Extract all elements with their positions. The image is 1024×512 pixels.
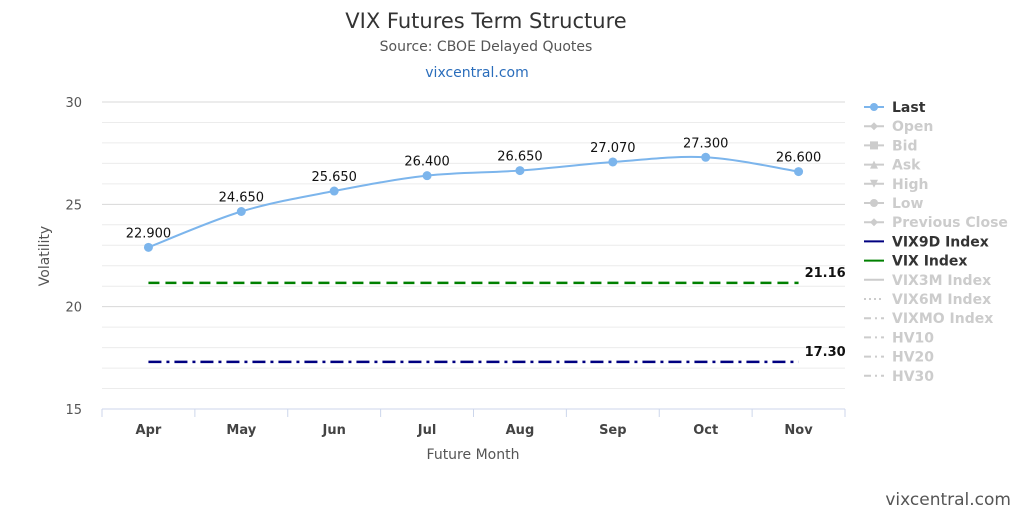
legend-item-hv20[interactable]: HV20 <box>864 350 934 366</box>
y-axis-title: Volatility <box>37 226 53 286</box>
legend-item-high[interactable]: High <box>864 177 929 193</box>
legend-label: VIX Index <box>892 254 967 270</box>
last-series-line <box>148 155 799 249</box>
legend-label: Bid <box>892 138 918 154</box>
y-tick-label: 30 <box>65 96 82 111</box>
legend-label: VIXMO Index <box>892 311 993 327</box>
vix-index-line-value-label: 21.16 <box>805 266 846 281</box>
y-tick-label: 25 <box>65 198 82 213</box>
credits[interactable]: vixcentral.com <box>885 490 1011 510</box>
legend-label: VIX6M Index <box>892 292 991 308</box>
x-tick-label: Sep <box>599 423 627 438</box>
legend-marker <box>870 179 878 188</box>
last-data-label: 24.650 <box>219 190 265 205</box>
chart-subtitle: Source: CBOE Delayed Quotes <box>380 39 593 55</box>
last-data-point[interactable] <box>422 171 432 181</box>
last-data-point[interactable] <box>143 242 153 252</box>
legend-item-previous-close[interactable]: Previous Close <box>864 215 1008 231</box>
legend-label: High <box>892 177 929 193</box>
last-data-label: 26.650 <box>497 150 543 165</box>
legend-label: Previous Close <box>892 215 1008 231</box>
legend-item-bid[interactable]: Bid <box>864 138 918 154</box>
legend-item-hv30[interactable]: HV30 <box>864 369 934 385</box>
last-data-label: 26.400 <box>404 155 450 170</box>
legend-marker <box>870 160 878 169</box>
legend-item-last[interactable]: Last <box>864 100 926 116</box>
last-data-label: 22.900 <box>126 226 172 241</box>
last-data-point[interactable] <box>794 167 804 177</box>
last-data-label: 27.300 <box>683 136 729 151</box>
y-tick-label: 20 <box>65 301 82 316</box>
legend-marker <box>870 218 878 227</box>
last-data-point[interactable] <box>701 152 711 162</box>
legend-label: HV30 <box>892 369 934 385</box>
x-axis: Apr May Jun Jul Aug Sep Oct Nov <box>101 408 846 438</box>
y-tick-label: 15 <box>65 403 82 418</box>
x-tick-label: Nov <box>784 423 813 438</box>
x-tick-label: Jul <box>417 423 437 438</box>
gridlines <box>102 101 845 410</box>
chart-title: VIX Futures Term Structure <box>345 9 626 33</box>
legend-label: Last <box>892 100 926 116</box>
last-series: 22.900 24.650 25.650 26.400 26.650 27.070 27.3… <box>126 136 822 252</box>
x-tick-label: May <box>226 423 256 438</box>
legend-label: VIX3M Index <box>892 273 991 289</box>
legend-label: VIX9D Index <box>892 234 989 250</box>
x-tick-label: Oct <box>693 423 718 438</box>
legend-marker <box>870 122 878 131</box>
legend-label: Ask <box>892 158 921 174</box>
legend-marker <box>870 141 878 150</box>
last-data-label: 27.070 <box>590 141 636 156</box>
x-axis-title: Future Month <box>427 447 520 463</box>
x-tick-label: Jun <box>322 423 346 438</box>
vix9d-index-line-value-label: 17.30 <box>805 345 846 360</box>
x-tick-label: Aug <box>506 423 535 438</box>
legend: Last Open Bid Ask High Low Previous Close VIX9D… <box>864 100 1008 385</box>
legend-item-vixmo-index[interactable]: VIXMO Index <box>864 311 993 327</box>
last-data-point[interactable] <box>608 157 618 167</box>
last-data-label: 26.600 <box>776 151 822 166</box>
last-data-label: 25.650 <box>311 170 357 185</box>
legend-label: Low <box>892 196 924 212</box>
last-data-point[interactable] <box>236 206 246 216</box>
y-axis-ticks: 15 20 25 30 <box>65 96 82 418</box>
legend-marker <box>870 103 878 111</box>
legend-marker <box>870 199 878 207</box>
x-tick-label: Apr <box>136 423 162 438</box>
legend-label: HV10 <box>892 330 934 346</box>
legend-label: Open <box>892 119 933 135</box>
legend-item-vix-index[interactable]: VIX Index <box>864 254 967 270</box>
legend-item-vix9d-index[interactable]: VIX9D Index <box>864 234 989 250</box>
legend-item-vix6m-index[interactable]: VIX6M Index <box>864 292 991 308</box>
legend-item-low[interactable]: Low <box>864 196 924 212</box>
legend-item-open[interactable]: Open <box>864 119 933 135</box>
legend-item-vix3m-index[interactable]: VIX3M Index <box>864 273 991 289</box>
legend-label: HV20 <box>892 350 934 366</box>
last-data-point[interactable] <box>329 186 339 196</box>
last-data-point[interactable] <box>515 166 525 176</box>
legend-item-hv10[interactable]: HV10 <box>864 330 934 346</box>
source-link[interactable]: vixcentral.com <box>425 65 528 81</box>
index-lines: 21.16 17.30 <box>148 266 846 364</box>
legend-item-ask[interactable]: Ask <box>864 158 921 174</box>
